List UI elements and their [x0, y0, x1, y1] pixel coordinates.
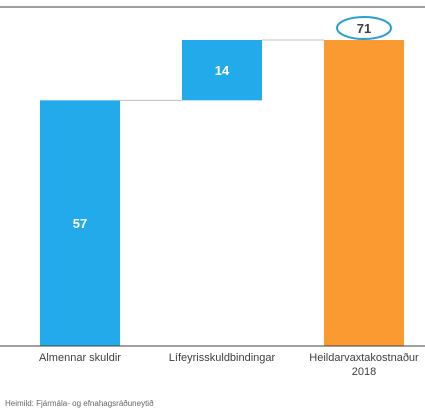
- category-label-almennar-skuldir: Almennar skuldir: [39, 352, 121, 364]
- category-labels: Almennar skuldir Lífeyrisskuldbindingar He…: [39, 352, 419, 378]
- data-label-heildarvaxtakostnadur-2018: 71: [357, 21, 371, 36]
- data-labels: 57 14 71: [73, 16, 392, 231]
- bar-lifeyrisskuldbindingar: [182, 40, 262, 101]
- data-label-almennar-skuldir: 57: [73, 216, 87, 231]
- highlight-ellipse: [336, 16, 392, 40]
- category-label-lifeyrisskuldbindingar: Lífeyrisskuldbindingar: [169, 352, 276, 364]
- data-label-lifeyrisskuldbindingar: 14: [215, 63, 230, 78]
- category-label-heildarvaxtakostnadur-2018: Heildarvaxtakostnaður 2018: [309, 352, 419, 378]
- bar-heildarvaxtakostnadur-2018: [324, 40, 404, 346]
- source-note: Heimild: Fjármála- og efnahagsráðuneytið: [5, 399, 154, 408]
- bar-almennar-skuldir: [40, 100, 120, 346]
- connector-lines: [120, 39, 324, 101]
- bars: [40, 40, 404, 346]
